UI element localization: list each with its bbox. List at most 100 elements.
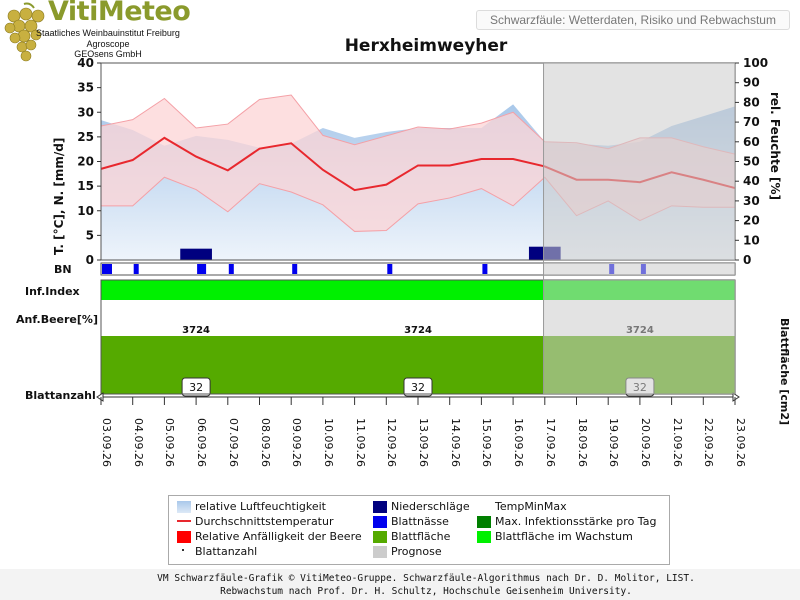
legend-prognosis-swatch bbox=[373, 546, 387, 558]
logo-subtitle-2: Agroscope bbox=[86, 39, 130, 49]
y-axis-left-label: T. [°C], N. [mm/d] bbox=[52, 137, 66, 255]
date-label: 04.09.26 bbox=[131, 418, 145, 467]
date-label: 06.09.26 bbox=[195, 418, 209, 467]
legend-anf-beere-swatch bbox=[177, 531, 191, 543]
date-label: 23.09.26 bbox=[734, 418, 747, 467]
legend-tempminmax-swatch bbox=[477, 501, 491, 513]
arrow-left-icon bbox=[96, 392, 104, 402]
station-title: Herxheimweyher bbox=[344, 36, 508, 56]
arrow-right-icon bbox=[732, 392, 740, 402]
y-right-tick-label: 10 bbox=[743, 233, 760, 247]
date-label: 22.09.26 bbox=[702, 418, 716, 467]
date-label: 05.09.26 bbox=[163, 418, 177, 467]
y-left-tick-label: 5 bbox=[86, 228, 94, 242]
legend-wet: Blattnässe bbox=[391, 515, 449, 528]
footer-line-1: VM Schwarzfäule-Grafik © VitiMeteo-Grupp… bbox=[157, 573, 695, 584]
y-right-tick-label: 80 bbox=[743, 95, 760, 109]
legend-temp-swatch bbox=[177, 520, 191, 522]
bn-wet-marker bbox=[387, 264, 393, 274]
legend-blattanzahl-swatch bbox=[182, 549, 184, 551]
legend-humidity: relative Luftfeuchtigkeit bbox=[195, 500, 326, 513]
y-right-tick-label: 50 bbox=[743, 155, 760, 169]
y-left-tick-label: 35 bbox=[77, 81, 94, 95]
y-left-tick-label: 20 bbox=[77, 155, 94, 169]
date-label: 12.09.26 bbox=[385, 418, 399, 467]
rain-bar bbox=[180, 248, 212, 260]
y-left-tick-label: 25 bbox=[77, 130, 94, 144]
bn-wet-marker bbox=[197, 264, 207, 274]
row-label-bn: BN bbox=[54, 263, 72, 276]
row-label-blattanzahl: Blattanzahl bbox=[25, 389, 96, 402]
blattflaeche-axis-label: Blattfläche [cm2] bbox=[778, 318, 791, 426]
legend-leaf-growth-swatch bbox=[477, 531, 491, 543]
y-right-tick-label: 0 bbox=[743, 253, 751, 267]
date-label: 21.09.26 bbox=[670, 418, 684, 467]
anf-beere-label: 3724 bbox=[182, 325, 210, 336]
y-right-tick-label: 70 bbox=[743, 115, 760, 129]
y-left-tick-label: 30 bbox=[77, 105, 94, 119]
legend-max-infection-swatch bbox=[477, 516, 491, 528]
date-label: 15.09.26 bbox=[480, 418, 494, 467]
bn-wet-marker bbox=[292, 264, 298, 274]
legend-wet-swatch bbox=[373, 516, 387, 528]
y-left-tick-label: 10 bbox=[77, 204, 94, 218]
blattanzahl-box bbox=[403, 377, 433, 397]
legend-temp-mean: Durchschnittstemperatur bbox=[195, 515, 334, 528]
legend-prognosis: Prognose bbox=[391, 545, 442, 558]
date-label: 20.09.26 bbox=[638, 418, 652, 467]
chart-overlay bbox=[543, 63, 735, 394]
date-label: 09.09.26 bbox=[290, 418, 304, 467]
chart-subtitle-box: Schwarzfäule: Wetterdaten, Risiko und Re… bbox=[476, 10, 790, 30]
prognosis-overlay-bn bbox=[543, 263, 735, 275]
date-label: 17.09.26 bbox=[543, 418, 557, 467]
date-label: 13.09.26 bbox=[417, 418, 430, 467]
date-label: 03.09.26 bbox=[100, 418, 113, 467]
y-right-tick-label: 40 bbox=[743, 174, 760, 188]
y-right-tick-label: 30 bbox=[743, 194, 760, 208]
legend-rain: Niederschläge bbox=[391, 500, 470, 513]
y-right-tick-label: 90 bbox=[743, 76, 760, 90]
anf-beere-label: 3724 bbox=[404, 325, 432, 336]
blattanzahl-label: 32 bbox=[189, 381, 203, 394]
date-label: 07.09.26 bbox=[226, 418, 240, 467]
app-logo-title: VitiMeteo bbox=[48, 0, 191, 27]
logo-subtitle-3: GEOsens GmbH bbox=[74, 49, 142, 59]
legend-leaf-area: Blattfläche bbox=[391, 530, 451, 543]
date-label: 19.09.26 bbox=[607, 418, 621, 467]
date-label: 18.09.26 bbox=[575, 418, 589, 467]
legend-leaf-area-swatch bbox=[373, 531, 387, 543]
date-label: 11.09.26 bbox=[353, 418, 367, 467]
y-right-tick-label: 100 bbox=[743, 56, 768, 70]
row-label-anf-beere: Anf.Beere[%] bbox=[16, 313, 98, 326]
legend-rain-swatch bbox=[373, 501, 387, 513]
date-label: 10.09.26 bbox=[321, 418, 335, 467]
blattanzahl-label: 32 bbox=[411, 381, 425, 394]
footer-line-2: Rebwachstum nach Prof. Dr. H. Schultz, H… bbox=[220, 586, 632, 597]
y-axis-right-label: rel. Feuchte [%] bbox=[768, 92, 782, 200]
bn-wet-marker bbox=[133, 264, 139, 274]
legend-blattanzahl: Blattanzahl bbox=[195, 545, 258, 558]
blattanzahl-box bbox=[181, 377, 211, 397]
legend-anf-beere: Relative Anfälligkeit der Beere bbox=[195, 530, 362, 543]
y-right-tick-label: 60 bbox=[743, 135, 760, 149]
y-right-tick-label: 20 bbox=[743, 214, 760, 228]
date-label: 16.09.26 bbox=[512, 418, 526, 467]
bn-wet-marker bbox=[228, 264, 234, 274]
grape-logo-icon bbox=[4, 2, 45, 62]
y-left-tick-label: 40 bbox=[77, 56, 94, 70]
prognosis-overlay-rows bbox=[543, 280, 735, 394]
date-label: 08.09.26 bbox=[258, 418, 272, 467]
y-left-tick-label: 0 bbox=[86, 253, 94, 267]
legend-leaf-growth: Blattfläche im Wachstum bbox=[495, 530, 633, 543]
legend: relative Luftfeuchtigkeit Durchschnittst… bbox=[168, 495, 670, 565]
date-label: 14.09.26 bbox=[448, 418, 462, 467]
row-label-inf-index: Inf.Index bbox=[25, 285, 80, 298]
legend-max-infection: Max. Infektionsstärke pro Tag bbox=[495, 515, 657, 528]
prognosis-overlay-weather bbox=[543, 63, 735, 260]
footer-bar bbox=[0, 569, 800, 600]
legend-humidity-swatch bbox=[177, 501, 191, 513]
weather-risk-chart: 0 5 10 15 20 25 30 35 40 0 10 20 30 40 50 60 70 80 90 100 3… bbox=[77, 56, 768, 405]
bn-wet-marker bbox=[102, 264, 112, 274]
bn-wet-marker bbox=[482, 264, 488, 274]
legend-tempminmax: TempMinMax bbox=[495, 500, 567, 513]
